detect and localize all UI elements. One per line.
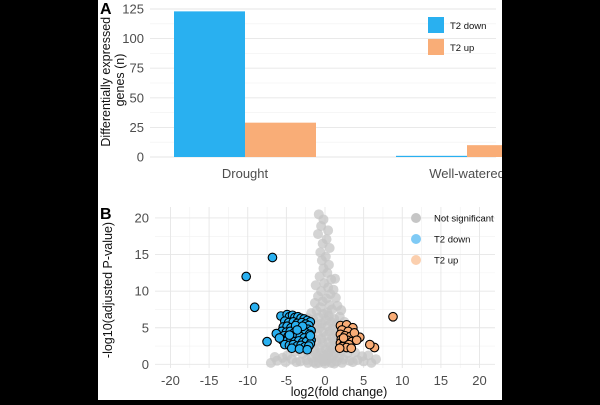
- bar-chart-y-ticks: 0 25 50 75 100 125: [122, 2, 144, 165]
- volcano-point-t2-up: [388, 311, 398, 322]
- volcano-y-ticks: 0 5 10 15 20: [135, 210, 149, 371]
- bar-chart-y-label-line-2: genes (n): [113, 54, 127, 107]
- volcano-point-not-significant: [330, 292, 341, 303]
- volcano-point-not-significant: [303, 357, 313, 368]
- volcano-point-not-significant: [330, 273, 341, 284]
- volcano-y-axis-label: -log10(adjusted P-value): [101, 222, 115, 358]
- volcano-point-t2-down: [292, 325, 303, 335]
- bar-chart-x-tick-label: Drought: [222, 166, 269, 181]
- volcano-x-tick-label: 10: [395, 373, 409, 388]
- bar-legend-swatch: [428, 39, 444, 55]
- volcano-point-t2-up: [364, 339, 375, 350]
- volcano-x-tick-label: -10: [238, 373, 257, 388]
- volcano-legend: Not significant T2 down T2 up: [411, 213, 494, 267]
- bar-chart-y-tick-label: 25: [130, 120, 144, 135]
- bar-chart-y-tick-label: 0: [137, 150, 144, 165]
- volcano-legend-marker: [411, 213, 421, 223]
- volcano-x-tick-label: -15: [200, 373, 219, 388]
- volcano-point-t2-down: [249, 302, 260, 313]
- volcano-point-t2-down: [267, 252, 278, 263]
- bar-chart-y-tick-label: 125: [122, 2, 144, 17]
- bar-legend-swatch: [428, 17, 444, 33]
- volcano-y-tick-label: 0: [142, 357, 149, 372]
- volcano-point-t2-down: [302, 344, 313, 355]
- panel-label-b: B: [100, 206, 112, 223]
- volcano-point-not-significant: [328, 284, 339, 295]
- volcano-point-not-significant: [310, 358, 321, 369]
- bar-chart-x-ticks: Drought Well-watered: [222, 166, 505, 181]
- volcano-point-t2-up: [338, 333, 349, 343]
- volcano-point-not-significant: [329, 358, 340, 369]
- volcano-x-axis-label: log2(fold change): [291, 385, 388, 399]
- volcano-point-not-significant: [269, 352, 280, 363]
- volcano-x-tick-label: 5: [360, 373, 367, 388]
- figure: A 0 25 50 75 100 125 Drought Well-watered Diff…: [98, 0, 538, 400]
- volcano-point-t2-down: [284, 330, 295, 340]
- volcano-point-not-significant: [320, 358, 330, 369]
- volcano-point-t2-down: [274, 333, 285, 343]
- volcano-legend-marker: [411, 234, 421, 244]
- bar-legend-label: T2 down: [450, 21, 486, 32]
- volcano-x-ticks: -20 -15 -10 -5 0 5 10 15 20: [161, 373, 487, 388]
- bar-t2-up-drought: [245, 122, 316, 157]
- volcano-points: [241, 209, 398, 369]
- bar-chart-y-tick-label: 50: [130, 90, 144, 105]
- bar-t2-down-well-watered: [396, 155, 467, 157]
- volcano-point-t2-down: [262, 336, 272, 347]
- bar-chart-bars: [174, 11, 538, 158]
- volcano-point-not-significant: [323, 225, 334, 236]
- bar-legend-label: T2 up: [450, 43, 474, 54]
- volcano-point-not-significant: [371, 354, 381, 365]
- volcano-point-t2-down: [305, 330, 316, 341]
- volcano-point-not-significant: [363, 350, 374, 361]
- volcano-point-not-significant: [324, 242, 335, 253]
- bar-chart-y-tick-label: 75: [130, 61, 144, 76]
- bar-chart-y-axis-label: Differentially expressed genes (n): [99, 13, 127, 146]
- volcano-point-t2-up: [346, 343, 357, 354]
- bar-chart-y-tick-label: 100: [122, 31, 144, 46]
- volcano-y-tick-label: 20: [135, 210, 149, 225]
- volcano-point-not-significant: [337, 357, 347, 368]
- volcano-legend-marker: [411, 255, 421, 265]
- volcano-y-tick-label: 15: [135, 247, 149, 262]
- bar-t2-down-drought: [174, 11, 245, 158]
- volcano-x-tick-label: -5: [281, 373, 293, 388]
- volcano-x-tick-label: -20: [161, 373, 180, 388]
- volcano-x-tick-label: 20: [472, 373, 486, 388]
- volcano-point-t2-down: [241, 271, 252, 282]
- panel-label-a: A: [100, 1, 112, 18]
- bar-chart-y-label-line-1: Differentially expressed: [99, 17, 113, 147]
- volcano-legend-label: Not significant: [434, 214, 494, 225]
- volcano-y-tick-label: 10: [135, 284, 149, 299]
- volcano-x-tick-label: 15: [434, 373, 448, 388]
- bar-chart-legend: T2 down T2 up: [428, 17, 486, 55]
- bar-chart-panel: A 0 25 50 75 100 125 Drought Well-watered Diff…: [99, 1, 538, 181]
- bar-chart-x-tick-label: Well-watered: [429, 166, 502, 181]
- volcano-legend-label: T2 down: [434, 235, 470, 246]
- volcano-point-t2-up: [351, 335, 362, 346]
- volcano-x-tick-label: 0: [321, 373, 328, 388]
- volcano-y-tick-label: 5: [142, 320, 149, 335]
- volcano-point-t2-up: [334, 343, 345, 354]
- volcano-plot-panel: B 0 5 10 15 20 -20 -15 -10 -5 0 5 10 15 20 -log10(ad…: [100, 206, 495, 399]
- volcano-point-not-significant: [277, 352, 288, 363]
- volcano-point-not-significant: [313, 229, 324, 240]
- volcano-legend-label: T2 up: [434, 256, 458, 267]
- bar-t2-up-well-watered: [467, 145, 538, 157]
